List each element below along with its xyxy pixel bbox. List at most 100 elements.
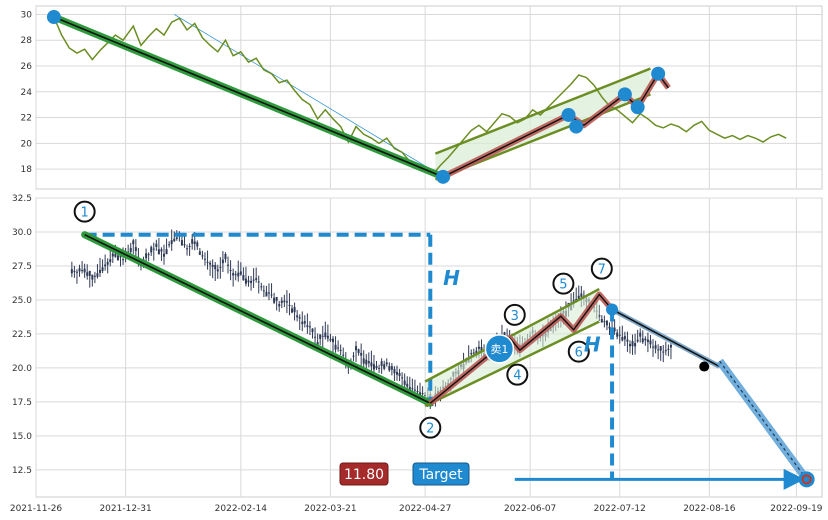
top-channel-upper: [434, 67, 651, 155]
candle-body: [383, 364, 386, 369]
candle-body: [196, 242, 199, 247]
wave-label-1: 1: [81, 206, 89, 221]
bottom-channel-upper: [424, 287, 600, 383]
candle-body: [401, 377, 404, 379]
top-trend-core: [53, 16, 444, 178]
candle-body: [628, 343, 631, 347]
candle-body: [280, 300, 283, 304]
candle-body: [654, 345, 657, 349]
candle-body: [229, 270, 232, 272]
candle-body: [116, 255, 119, 261]
sell-marker: [484, 334, 515, 364]
candle-body: [216, 269, 219, 272]
candle-body: [257, 281, 260, 283]
candle-body: [180, 240, 183, 246]
candle-body: [214, 264, 217, 270]
price-badge: 11.80: [339, 462, 389, 486]
bottom-panel: 12.5 15.0 17.5 20.0 22.5 25.0 27.5 30.0 32.5 202…: [10, 194, 823, 514]
candle-body: [388, 366, 391, 371]
candle-body: [211, 264, 214, 267]
top-y-tick-label: 18: [21, 165, 33, 175]
candle-body: [273, 297, 276, 303]
candle-body: [321, 335, 324, 337]
bottom-y-tick-label: 30.0: [12, 228, 32, 238]
bottom-plot-area: 卖1 1 2 3 4 5 6 7 H H: [70, 200, 815, 490]
candle-body: [168, 244, 171, 246]
wave-label-circle: [552, 272, 575, 295]
wave-label-circle: [590, 257, 613, 280]
candle-body: [265, 291, 268, 297]
candle-body: [283, 300, 286, 303]
candle-body: [406, 383, 409, 387]
wave-label-7: 7: [598, 263, 606, 278]
candle-body: [308, 326, 311, 328]
top-panel: 18 20 22 24 26 28 30: [21, 5, 823, 190]
candle-body: [337, 347, 340, 349]
candle-body: [398, 372, 401, 377]
bottom-x-tick-label: 2022-09-19: [770, 504, 823, 514]
top-y-axis: 18 20 22 24 26 28 30: [21, 10, 33, 175]
candle-body: [646, 339, 649, 343]
candle-body: [657, 349, 660, 351]
top-pivot-point: [436, 169, 451, 184]
candle-body: [114, 253, 117, 257]
candle-body: [150, 247, 153, 253]
candle-body: [227, 264, 230, 266]
wave-label-circle: [503, 303, 526, 326]
top-plot-area: [46, 10, 787, 184]
candle-body: [99, 270, 102, 273]
top-pivot-point: [617, 87, 632, 102]
candle-body: [605, 320, 608, 326]
candle-body: [101, 267, 104, 272]
candle-body: [104, 264, 107, 267]
candle-body: [170, 240, 173, 244]
candle-body: [390, 366, 393, 370]
candle-body: [109, 259, 112, 263]
candle-body: [416, 390, 419, 392]
candle-body: [652, 346, 655, 348]
bottom-x-tick-label: 2022-08-16: [683, 504, 736, 514]
price-badge-box: [339, 462, 389, 486]
candle-body: [408, 386, 411, 391]
candle-body: [247, 280, 250, 283]
wave-label-circle: [567, 340, 590, 363]
candle-body: [314, 336, 317, 338]
candle-body: [577, 295, 580, 300]
candle-body: [193, 241, 196, 245]
candle-body: [634, 342, 637, 347]
candle-body: [255, 278, 258, 280]
bottom-x-tick-label: 2021-12-31: [99, 504, 151, 514]
bottom-trend-core: [84, 233, 431, 404]
candle-body: [145, 253, 148, 259]
candle-body: [198, 251, 201, 255]
top-pivot-point: [46, 10, 61, 25]
candle-body: [372, 364, 375, 370]
candle-body: [331, 338, 334, 343]
candle-body: [316, 342, 319, 347]
candle-body: [157, 249, 160, 255]
candle-body: [339, 349, 342, 351]
candle-body: [411, 388, 414, 390]
candle-body: [244, 278, 247, 284]
candle-body: [618, 334, 621, 336]
candle-body: [78, 268, 81, 272]
bottom-x-tick-label: 2022-04-27: [399, 504, 451, 514]
candle-body: [334, 344, 337, 350]
candle-body: [385, 362, 388, 365]
candle-body: [132, 240, 135, 245]
target-badge-label: Target: [418, 467, 463, 483]
candle-body: [639, 332, 642, 337]
candle-body: [621, 337, 624, 341]
candle-body: [296, 315, 299, 318]
candle-body: [232, 273, 235, 276]
bottom-x-tick-label: 2022-02-14: [215, 504, 268, 514]
candle-body: [352, 355, 355, 357]
candle-body: [252, 279, 255, 281]
candle-body: [234, 274, 237, 276]
candle-body: [111, 253, 114, 257]
candle-body: [129, 247, 132, 252]
candle-body: [603, 321, 606, 323]
price-badge-label: 11.80: [344, 467, 384, 483]
candle-body: [421, 393, 424, 395]
bottom-channel-lower: [424, 320, 600, 408]
